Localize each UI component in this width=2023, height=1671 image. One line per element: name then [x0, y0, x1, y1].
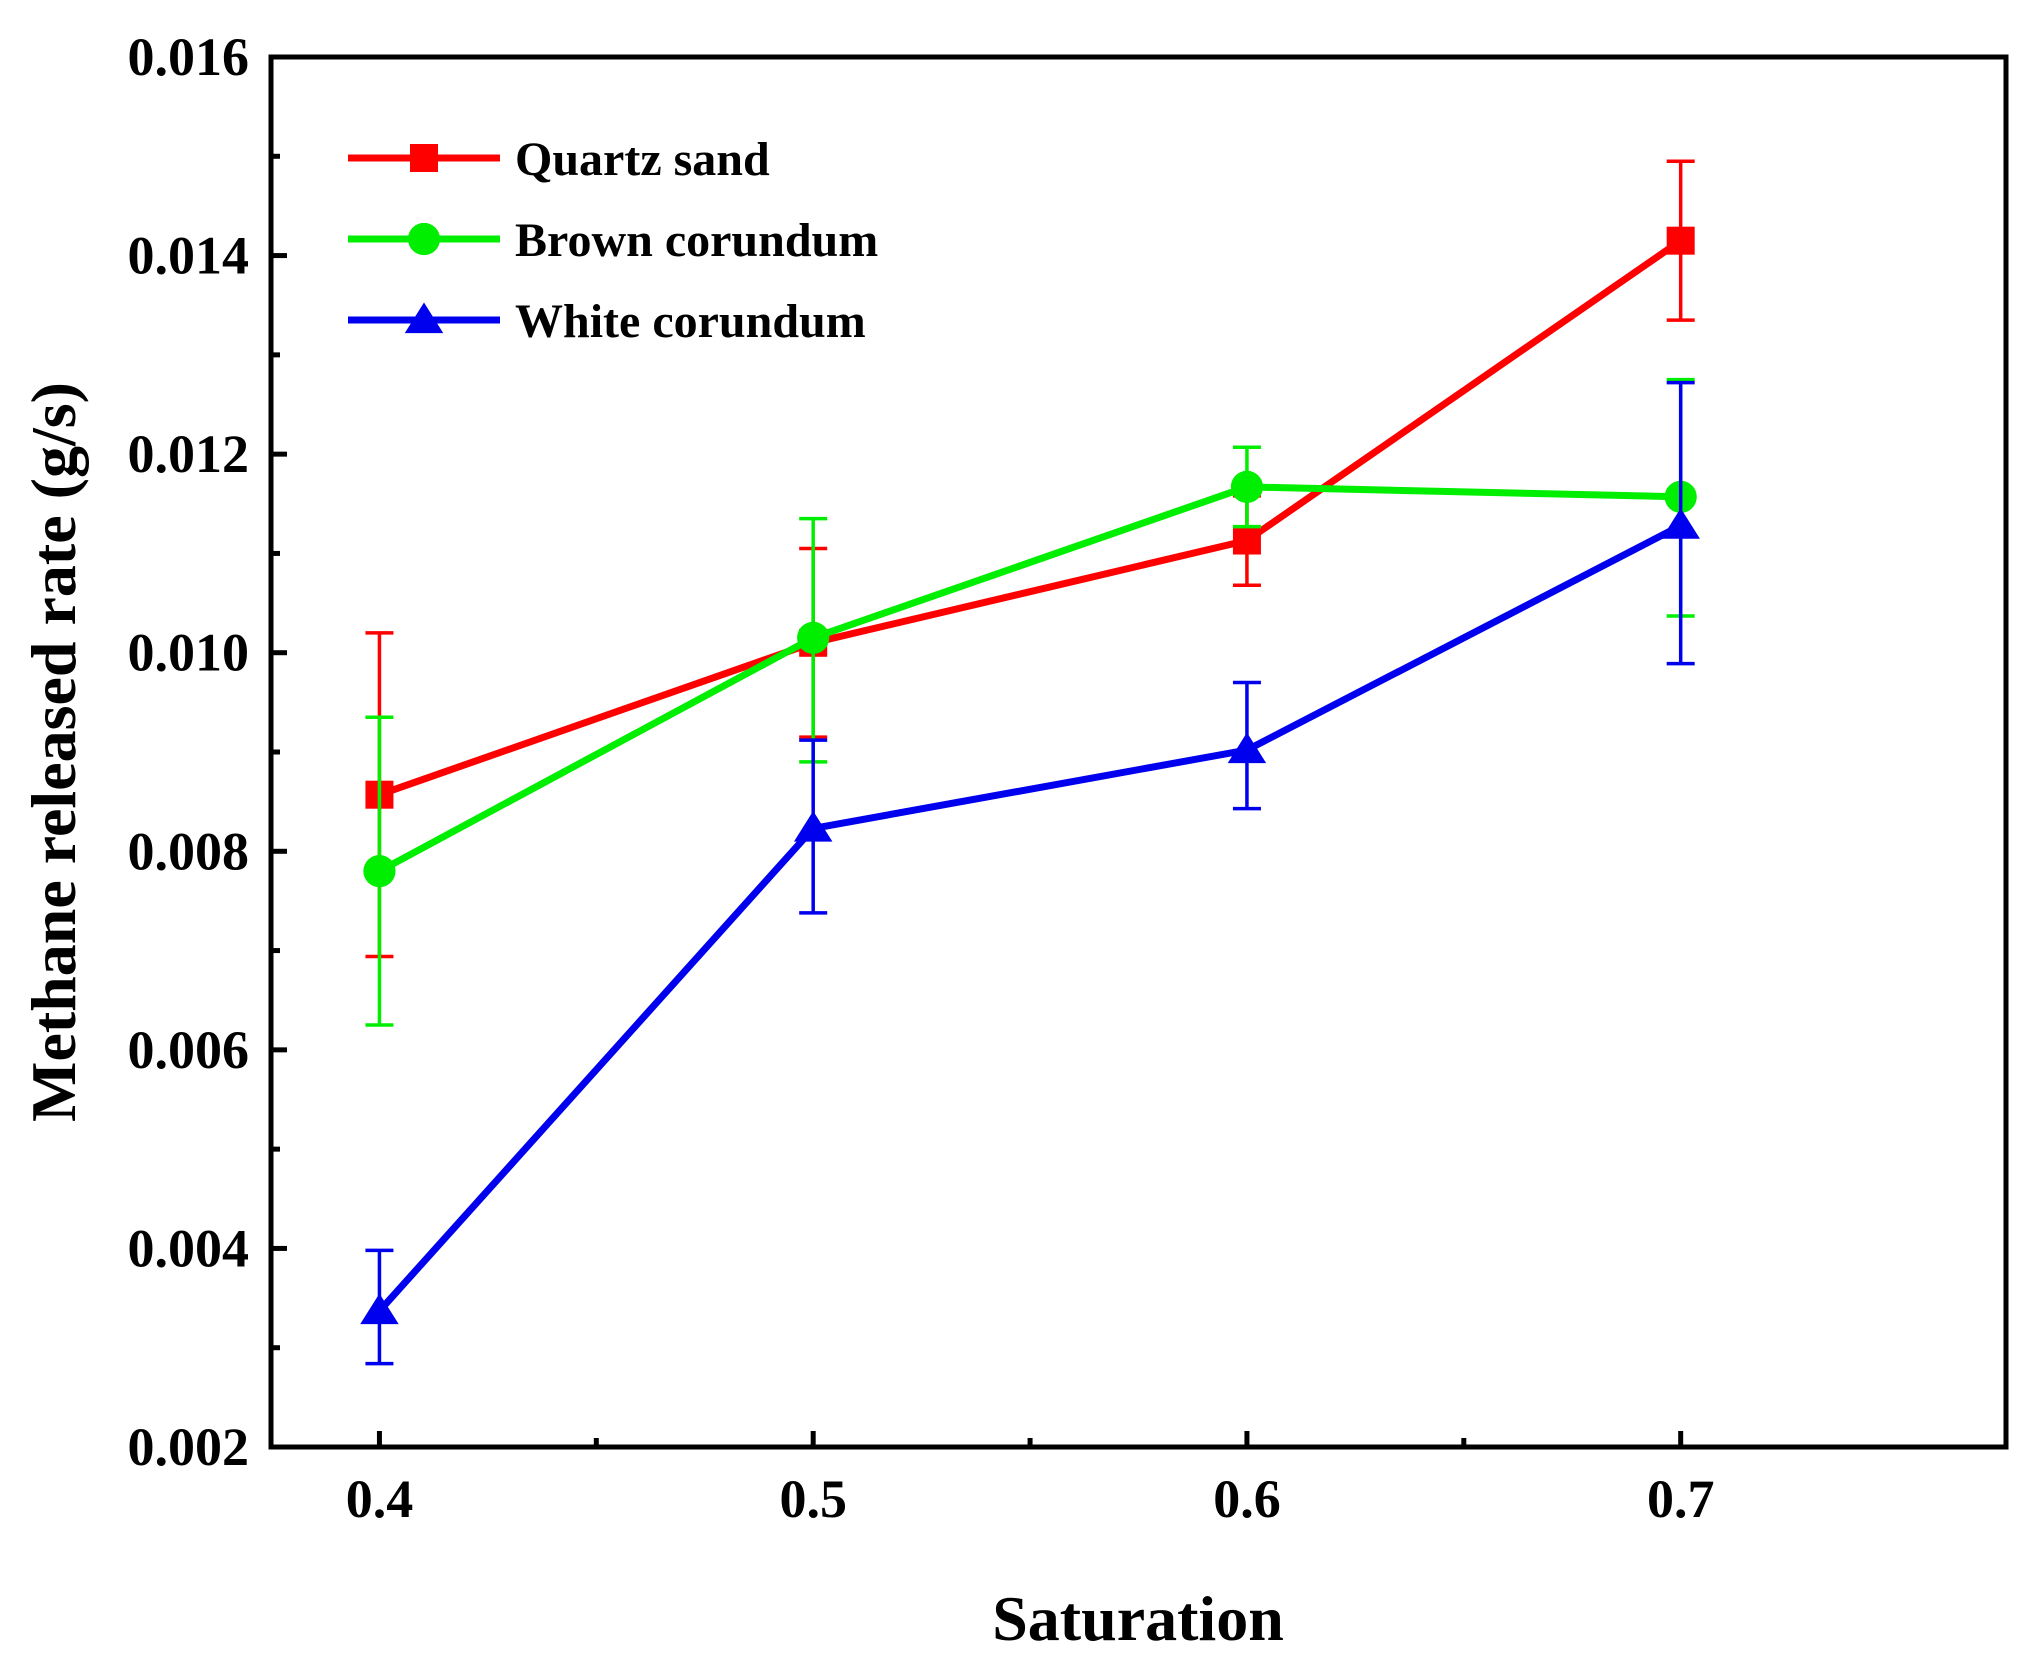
legend-label: White corundum — [515, 295, 866, 348]
y-tick-label: 0.016 — [128, 27, 250, 87]
series-layer — [360, 159, 1700, 1366]
x-tick-label: 0.5 — [779, 1469, 847, 1529]
x-axis-label: Saturation — [992, 1583, 1284, 1654]
y-axis-label: Methane released rate (g/s) — [18, 382, 89, 1122]
x-axis-ticks: 0.4 0.5 0.6 0.7 — [346, 1431, 1715, 1529]
legend-marker — [410, 144, 438, 172]
series-line — [377, 483, 1681, 875]
data-point — [1227, 732, 1267, 764]
series-line — [376, 522, 1683, 1314]
y-tick-label: 0.006 — [128, 1020, 250, 1080]
series-brown-corundum — [363, 377, 1697, 1027]
y-tick-label: 0.010 — [128, 623, 250, 683]
series-line — [378, 237, 1683, 798]
y-tick-label: 0.008 — [128, 821, 250, 881]
series-white-corundum — [360, 380, 1700, 1366]
x-tick-label: 0.6 — [1213, 1469, 1281, 1529]
legend-marker — [407, 222, 441, 256]
y-axis-ticks: 0.002 0.004 0.006 0.008 0.010 0.012 0.014 0.016 — [128, 27, 287, 1477]
x-tick-label: 0.4 — [346, 1469, 414, 1529]
data-point — [360, 1293, 399, 1325]
y-tick-label: 0.002 — [128, 1417, 250, 1477]
legend-marker — [404, 302, 444, 334]
data-point — [1661, 508, 1700, 539]
data-point — [363, 855, 396, 888]
data-point — [1232, 526, 1261, 555]
legend: Quartz sand Brown corundum White corundum — [348, 133, 878, 348]
y-tick-label: 0.014 — [128, 226, 250, 286]
legend-label: Quartz sand — [515, 133, 770, 186]
data-point — [793, 810, 833, 842]
data-point — [1666, 226, 1695, 255]
y-tick-label: 0.004 — [128, 1218, 250, 1278]
legend-label: Brown corundum — [515, 214, 878, 267]
data-point — [1230, 470, 1264, 504]
y-tick-label: 0.012 — [128, 424, 250, 484]
data-point — [797, 621, 830, 654]
x-tick-label: 0.7 — [1647, 1469, 1715, 1529]
